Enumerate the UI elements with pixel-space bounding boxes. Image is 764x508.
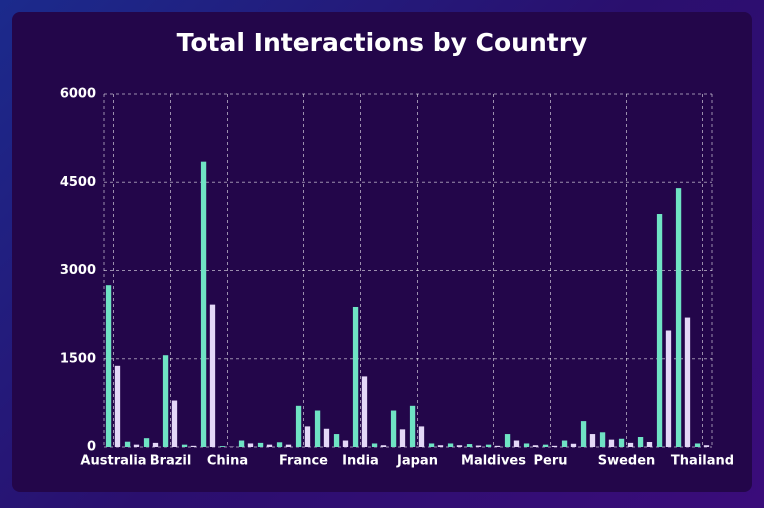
x-tick-label: France bbox=[279, 454, 328, 469]
bar bbox=[333, 434, 340, 447]
bar bbox=[304, 426, 311, 447]
x-tick-label: Sweden bbox=[598, 454, 656, 469]
bar bbox=[589, 434, 596, 447]
x-tick-label: China bbox=[207, 454, 248, 469]
bar bbox=[162, 355, 169, 447]
bar bbox=[314, 410, 321, 447]
bar bbox=[580, 421, 587, 447]
bar bbox=[219, 446, 226, 447]
bar bbox=[656, 214, 663, 447]
bar bbox=[342, 440, 349, 447]
bar bbox=[114, 365, 121, 447]
bar bbox=[494, 445, 501, 447]
bar bbox=[380, 445, 387, 447]
bar bbox=[428, 443, 435, 447]
y-tick-label: 6000 bbox=[60, 87, 96, 102]
bar bbox=[124, 441, 131, 447]
bar bbox=[143, 438, 150, 447]
chart-card bbox=[12, 12, 752, 492]
bar bbox=[551, 445, 558, 447]
bar bbox=[390, 410, 397, 447]
bar bbox=[181, 444, 188, 447]
bar bbox=[466, 444, 473, 447]
bar bbox=[618, 438, 625, 447]
y-tick-label: 3000 bbox=[60, 263, 96, 278]
bar bbox=[295, 405, 302, 447]
bar bbox=[447, 443, 454, 447]
bar bbox=[323, 428, 330, 447]
bar bbox=[504, 434, 511, 447]
bar bbox=[171, 400, 178, 447]
bar bbox=[190, 445, 197, 447]
bar bbox=[105, 285, 112, 447]
x-tick-label: Thailand bbox=[671, 454, 734, 469]
x-tick-label: Peru bbox=[533, 454, 567, 469]
bar bbox=[437, 445, 444, 447]
bar bbox=[542, 444, 549, 447]
bar bbox=[200, 161, 207, 448]
x-tick-label: Japan bbox=[396, 454, 438, 469]
bar bbox=[456, 445, 463, 447]
bar bbox=[665, 330, 672, 447]
bar bbox=[523, 443, 530, 447]
bar bbox=[694, 443, 701, 447]
x-tick-label: Maldives bbox=[461, 454, 526, 469]
bar bbox=[361, 376, 368, 447]
bar bbox=[627, 442, 634, 447]
bar bbox=[684, 317, 691, 447]
y-tick-label: 0 bbox=[87, 440, 96, 455]
bar bbox=[675, 188, 682, 447]
x-tick-label: Brazil bbox=[150, 454, 192, 469]
bar bbox=[209, 304, 216, 447]
bar bbox=[399, 429, 406, 447]
bar bbox=[646, 441, 653, 447]
bar bbox=[703, 445, 710, 447]
bar bbox=[637, 436, 644, 447]
bar bbox=[608, 439, 615, 447]
bar bbox=[257, 442, 264, 447]
x-tick-label: India bbox=[342, 454, 379, 469]
bar bbox=[276, 442, 283, 447]
bar bbox=[561, 440, 568, 447]
bar bbox=[409, 405, 416, 447]
y-tick-label: 4500 bbox=[60, 175, 96, 190]
bar bbox=[247, 443, 254, 447]
bar bbox=[266, 444, 273, 447]
bar bbox=[418, 426, 425, 447]
bar bbox=[475, 445, 482, 447]
bar bbox=[285, 444, 292, 447]
bar bbox=[133, 444, 140, 447]
chart-title: Total Interactions by Country bbox=[177, 28, 588, 57]
bar bbox=[532, 445, 539, 447]
bar bbox=[599, 432, 606, 447]
bar bbox=[152, 442, 159, 447]
y-tick-label: 1500 bbox=[60, 351, 96, 366]
bar bbox=[513, 440, 520, 447]
bar bbox=[238, 440, 245, 447]
bar bbox=[352, 306, 359, 447]
x-tick-label: Australia bbox=[80, 454, 146, 469]
bar bbox=[570, 443, 577, 447]
bar bbox=[485, 444, 492, 447]
bar bbox=[371, 443, 378, 447]
